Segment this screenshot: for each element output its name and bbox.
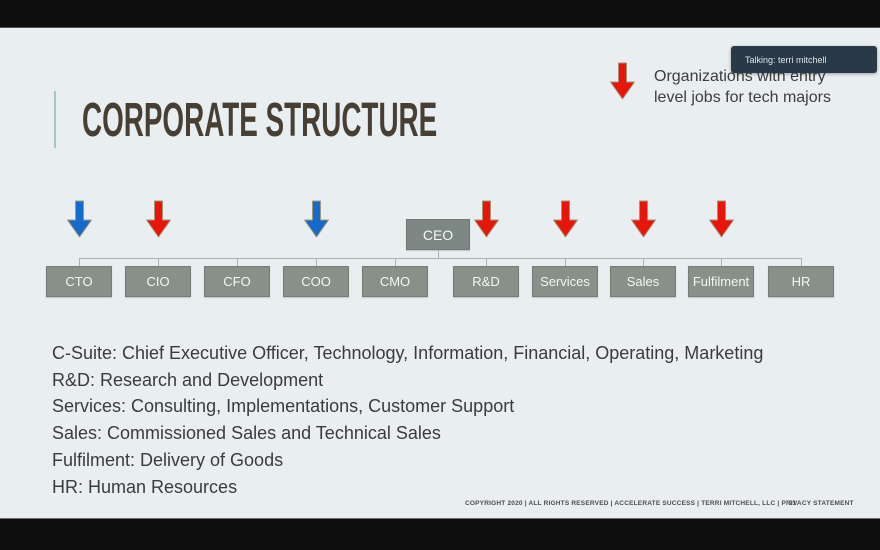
slide-title: CORPORATE STRUCTURE — [82, 94, 438, 147]
down-arrow-shape — [610, 62, 635, 100]
legend-text: Organizations with entry level jobs for … — [654, 68, 831, 106]
footer-copyright: COPYRIGHT 2020 | ALL RIGHTS RESERVED | A… — [465, 500, 854, 507]
glossary-line-rd: R&D: Research and Development — [52, 369, 324, 390]
letterbox-top — [0, 0, 880, 28]
glossary-line-services: Services: Consulting, Implementations, C… — [52, 396, 515, 417]
glossary-line-fulfilment: Fulfilment: Delivery of Goods — [52, 449, 284, 470]
glossary-line-hr: HR: Human Resources — [52, 476, 238, 497]
legend-red-down-arrow-icon — [609, 62, 636, 101]
glossary-line-sales: Sales: Commissioned Sales and Technical … — [52, 423, 441, 444]
talking-indicator-badge: Talking: terri mitchell — [731, 46, 877, 73]
page-number: 21 — [789, 500, 797, 507]
glossary: C-Suite: Chief Executive Officer, Techno… — [52, 340, 852, 500]
glossary-line-csuite: C-Suite: Chief Executive Officer, Techno… — [52, 343, 764, 363]
letterbox-bottom — [0, 518, 880, 550]
title-accent-bar — [54, 91, 56, 148]
